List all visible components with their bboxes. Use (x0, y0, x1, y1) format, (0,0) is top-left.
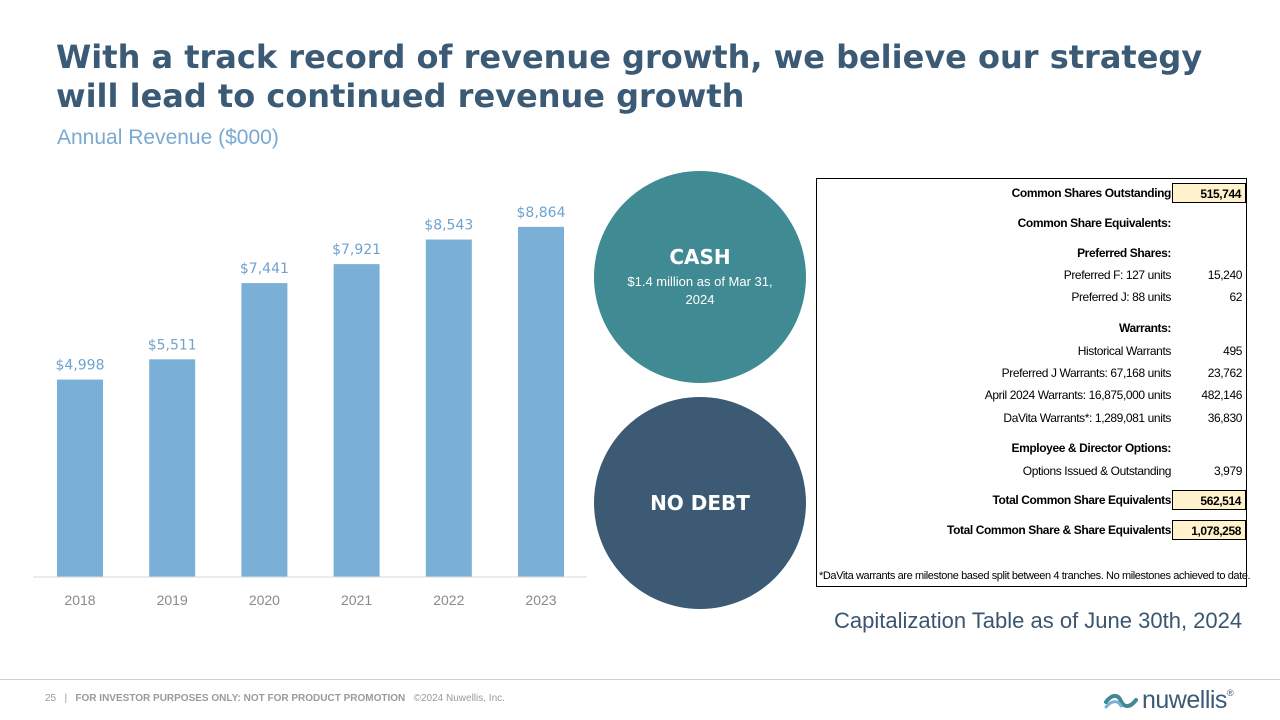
capitalization-table: Common Shares Outstanding 515,744 Common S… (816, 178, 1251, 587)
row-label: Preferred J: 88 units (1071, 290, 1171, 304)
revenue-bar-chart: $4,998 2018 $5,511 2019 $7,441 2020 $7,921 2021… (33, 205, 587, 608)
x-tick-2020: 2020 (249, 592, 280, 608)
bar-2021 (333, 264, 380, 577)
data-label-2022: $8,543 (424, 218, 473, 234)
row-value: 36,830 (1207, 411, 1243, 425)
cap-table-row: Employee & Director Options: (817, 438, 1246, 458)
row-value: 62 (1229, 290, 1242, 304)
row-label: Total Common Share Equivalents (992, 493, 1172, 507)
cap-table-row: Preferred F: 127 units 15,240 (817, 265, 1246, 285)
bar-2020 (241, 283, 288, 577)
logo-text: nuwellis (1142, 686, 1227, 714)
cap-table-row: Common Shares Outstanding 515,744 (817, 183, 1246, 203)
x-tick-2018: 2018 (64, 592, 95, 608)
row-label: April 2024 Warrants: 16,875,000 units (984, 388, 1172, 402)
footer: 25 | FOR INVESTOR PURPOSES ONLY: NOT FOR… (45, 693, 505, 704)
data-label-2020: $7,441 (240, 261, 289, 277)
cap-table-row: DaVita Warrants*: 1,289,081 units 36,830 (817, 408, 1246, 428)
chart-subtitle: Annual Revenue ($000) (57, 126, 279, 149)
x-tick-2019: 2019 (157, 592, 188, 608)
cap-table-row: Total Common Share Equivalents 562,514 (817, 490, 1246, 510)
row-label: Common Share Equivalents: (1017, 216, 1172, 230)
row-value (1172, 318, 1246, 338)
cap-table-row: Preferred J: 88 units 62 (817, 287, 1246, 307)
cap-table-row: Options Issued & Outstanding 3,979 (817, 461, 1246, 481)
cash-subtitle: $1.4 million as of Mar 31, 2024 (627, 274, 773, 307)
page-number: 25 (45, 693, 57, 704)
no-debt-circle: NO DEBT (594, 397, 806, 609)
row-label: Common Shares Outstanding (1011, 186, 1172, 200)
row-label: Preferred J Warrants: 67,168 units (1001, 366, 1172, 380)
no-debt-title: NO DEBT (650, 491, 750, 515)
cash-circle: CASH $1.4 million as of Mar 31, 2024 (594, 171, 806, 383)
row-value: 23,762 (1207, 366, 1243, 380)
row-label: Historical Warrants (1077, 344, 1172, 358)
footer-separator: | (64, 693, 68, 704)
row-value (1172, 243, 1246, 263)
bar-2018 (57, 379, 103, 577)
registered-mark: ® (1226, 688, 1234, 698)
cap-table-row: Total Common Share & Share Equivalents 1,… (817, 520, 1246, 540)
row-label: Total Common Share & Share Equivalents (947, 523, 1171, 537)
data-label-2021: $7,921 (332, 242, 381, 258)
wave-logo-icon (1104, 693, 1138, 708)
cash-title: CASH (669, 245, 731, 269)
data-label-2019: $5,511 (148, 337, 197, 353)
row-value: 562,514 (1172, 490, 1246, 510)
row-value: 15,240 (1207, 268, 1243, 282)
row-value: 1,078,258 (1172, 520, 1246, 540)
row-value: 482,146 (1201, 388, 1242, 402)
bar-2023 (518, 226, 564, 577)
row-value: 495 (1223, 344, 1242, 358)
data-label-2023: $8,864 (517, 205, 566, 221)
bar-2019 (149, 359, 196, 577)
data-label-2018: $4,998 (56, 358, 105, 374)
nuwellis-logo: nuwellis ® (1104, 686, 1234, 715)
footer-disclaimer: FOR INVESTOR PURPOSES ONLY: NOT FOR PROD… (75, 693, 406, 704)
row-label: Preferred Shares: (1077, 246, 1171, 260)
row-value (1172, 213, 1246, 233)
cap-table-row: Warrants: (817, 318, 1246, 338)
footer-divider (0, 679, 1280, 680)
row-value: 515,744 (1172, 183, 1246, 203)
cap-table-row: Historical Warrants 495 (817, 341, 1246, 361)
cap-table-caption: Capitalization Table as of June 30th, 20… (834, 608, 1243, 633)
cap-table-row: April 2024 Warrants: 16,875,000 units 482… (817, 385, 1246, 405)
row-label: Warrants: (1119, 321, 1171, 335)
cap-table-row: Common Share Equivalents: (817, 213, 1246, 233)
page-title: With a track record of revenue growth, w… (56, 38, 1203, 115)
row-label: DaVita Warrants*: 1,289,081 units (1003, 411, 1171, 425)
table-footnote: *DaVita warrants are milestone based spl… (819, 570, 1251, 582)
row-label: Options Issued & Outstanding (1022, 464, 1172, 478)
bar-2022 (425, 239, 472, 577)
x-tick-2022: 2022 (433, 592, 464, 608)
row-value: 3,979 (1213, 464, 1242, 478)
row-label: Employee & Director Options: (1011, 441, 1172, 455)
row-label: Preferred F: 127 units (1063, 268, 1172, 282)
row-value (1172, 438, 1246, 458)
cap-table-row: Preferred J Warrants: 67,168 units 23,762 (817, 363, 1246, 383)
cap-table-row: Preferred Shares: (817, 243, 1246, 263)
x-tick-2021: 2021 (341, 592, 372, 608)
footer-copyright: ©2024 Nuwellis, Inc. (413, 693, 505, 704)
x-tick-2023: 2023 (525, 592, 556, 608)
